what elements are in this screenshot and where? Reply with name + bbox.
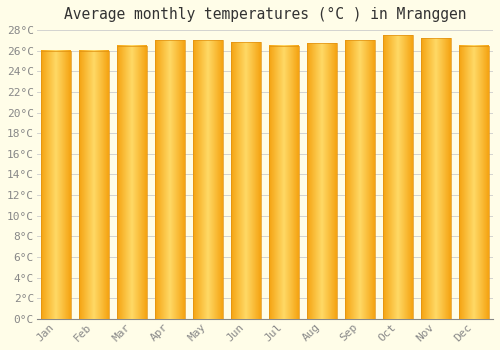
Bar xyxy=(79,51,108,319)
Bar xyxy=(345,40,375,319)
Bar xyxy=(459,46,489,319)
Bar xyxy=(117,46,146,319)
Bar xyxy=(231,42,260,319)
Bar xyxy=(41,51,70,319)
Title: Average monthly temperatures (°C ) in Mranggen: Average monthly temperatures (°C ) in Mr… xyxy=(64,7,466,22)
Bar xyxy=(193,40,222,319)
Bar xyxy=(421,38,451,319)
Bar xyxy=(269,46,298,319)
Bar xyxy=(155,40,184,319)
Bar xyxy=(307,43,337,319)
Bar xyxy=(383,35,413,319)
